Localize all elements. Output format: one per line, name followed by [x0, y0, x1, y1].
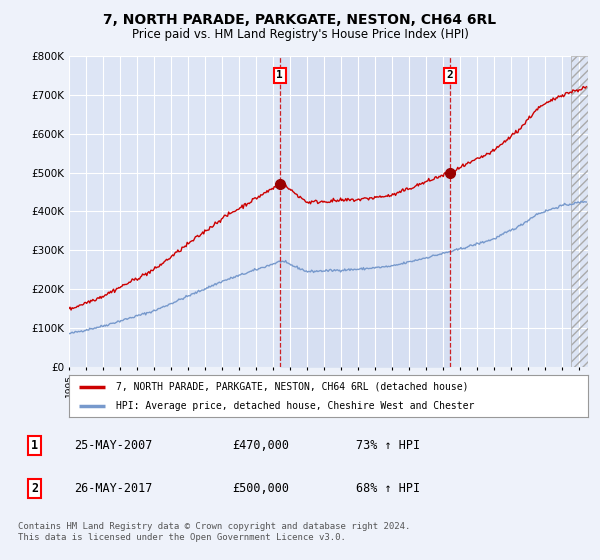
Text: £500,000: £500,000 [232, 482, 289, 495]
Text: Contains HM Land Registry data © Crown copyright and database right 2024.
This d: Contains HM Land Registry data © Crown c… [18, 522, 410, 542]
Text: Price paid vs. HM Land Registry's House Price Index (HPI): Price paid vs. HM Land Registry's House … [131, 28, 469, 41]
Text: 1: 1 [276, 71, 283, 81]
Text: £470,000: £470,000 [232, 438, 289, 452]
Text: HPI: Average price, detached house, Cheshire West and Chester: HPI: Average price, detached house, Ches… [116, 401, 474, 411]
Text: 7, NORTH PARADE, PARKGATE, NESTON, CH64 6RL: 7, NORTH PARADE, PARKGATE, NESTON, CH64 … [103, 13, 497, 27]
Text: 7, NORTH PARADE, PARKGATE, NESTON, CH64 6RL (detached house): 7, NORTH PARADE, PARKGATE, NESTON, CH64 … [116, 381, 468, 391]
Text: 68% ↑ HPI: 68% ↑ HPI [356, 482, 421, 495]
Text: 1: 1 [31, 438, 38, 452]
Text: 26-MAY-2017: 26-MAY-2017 [74, 482, 153, 495]
Text: 2: 2 [446, 71, 453, 81]
Text: 2: 2 [31, 482, 38, 495]
Text: 73% ↑ HPI: 73% ↑ HPI [356, 438, 421, 452]
Text: 25-MAY-2007: 25-MAY-2007 [74, 438, 153, 452]
